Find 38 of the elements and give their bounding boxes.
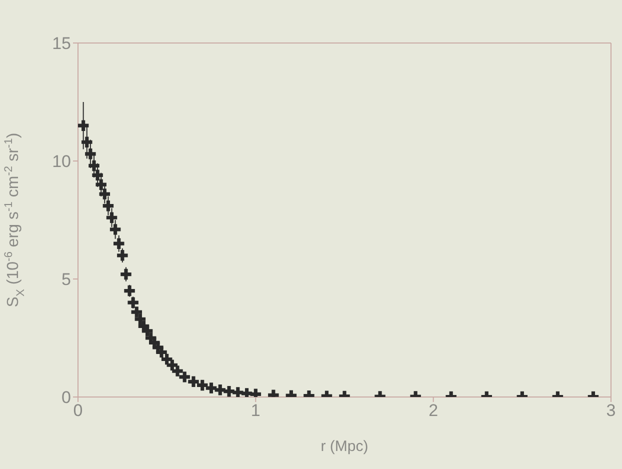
- y-tick-label: 5: [62, 270, 71, 290]
- x-tick-label: 2: [428, 401, 438, 420]
- point: [117, 250, 128, 261]
- point: [113, 238, 124, 249]
- point: [88, 160, 100, 172]
- point: [172, 366, 183, 376]
- y-tick-label: 15: [52, 34, 71, 54]
- point: [188, 376, 199, 388]
- point: [156, 346, 167, 358]
- y-tick-label: 0: [62, 388, 71, 408]
- point: [120, 268, 132, 280]
- point: [134, 314, 146, 324]
- point: [142, 326, 153, 336]
- point: [110, 224, 121, 235]
- point: [241, 388, 252, 397]
- point: [96, 179, 106, 190]
- point: [166, 360, 178, 371]
- y-tick-label: 10: [52, 152, 71, 172]
- point: [179, 372, 190, 382]
- point: [82, 136, 92, 148]
- point: [161, 354, 172, 365]
- point: [106, 212, 118, 224]
- point: [232, 387, 244, 397]
- point: [224, 386, 234, 397]
- point: [214, 384, 226, 396]
- point: [99, 188, 110, 200]
- point: [206, 382, 217, 394]
- point: [85, 148, 96, 160]
- point: [131, 306, 142, 318]
- point: [102, 200, 114, 212]
- point: [128, 297, 138, 308]
- x-tick-label: 3: [606, 401, 616, 420]
- point: [78, 120, 89, 131]
- point: [124, 285, 135, 296]
- x-axis-title: r (Mpc): [320, 438, 368, 455]
- x-tick-label: 1: [250, 401, 260, 420]
- point: [92, 170, 103, 181]
- point: [197, 380, 208, 391]
